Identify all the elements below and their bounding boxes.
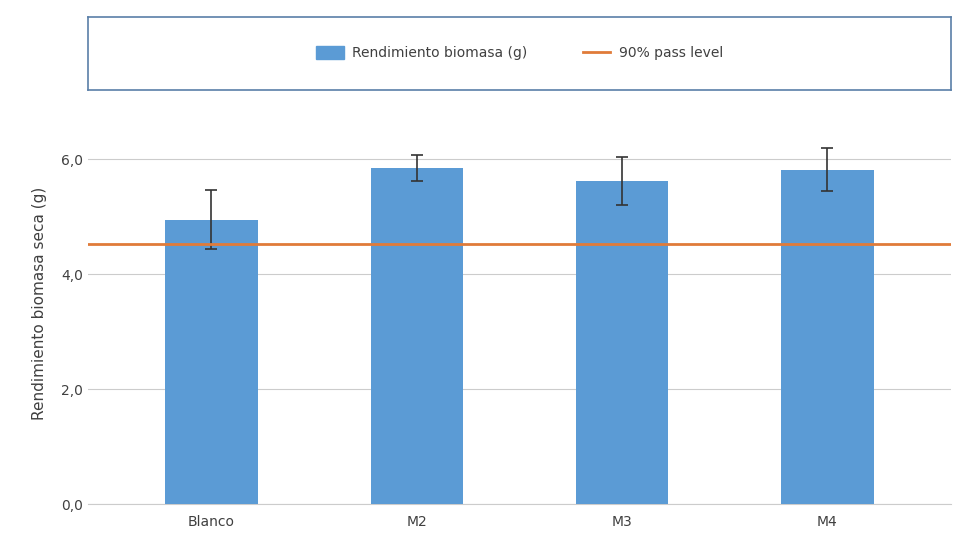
Bar <box>370 168 463 504</box>
Bar <box>781 170 873 504</box>
Legend: Rendimiento biomasa (g), 90% pass level: Rendimiento biomasa (g), 90% pass level <box>311 41 728 66</box>
Bar <box>166 220 258 504</box>
Bar <box>576 181 668 504</box>
Y-axis label: Rendimiento biomasa seca (g): Rendimiento biomasa seca (g) <box>32 186 47 419</box>
